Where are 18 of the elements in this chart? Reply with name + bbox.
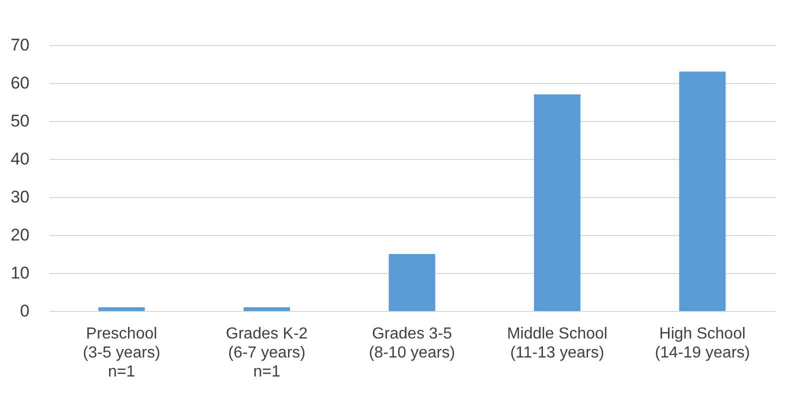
bar xyxy=(534,94,580,311)
y-tick-label: 40 xyxy=(10,150,30,168)
bar xyxy=(388,254,436,311)
y-tick-label: 20 xyxy=(10,226,30,244)
x-tick-label: Middle School (11-13 years) xyxy=(506,326,608,362)
bar xyxy=(244,307,290,311)
bar xyxy=(98,307,145,311)
y-tick-label: 50 xyxy=(10,112,30,130)
x-tick-label: High School (14-19 years) xyxy=(654,326,750,362)
bar xyxy=(679,72,726,311)
x-tick-label: Grades K-2 (6-7 years) n=1 xyxy=(226,326,308,380)
y-tick-label: 70 xyxy=(10,36,30,54)
y-tick-label: 0 xyxy=(20,302,30,320)
y-tick-label: 30 xyxy=(10,188,30,206)
y-tick-label: 10 xyxy=(10,264,30,282)
x-tick-label: Preschool (3-5 years) n=1 xyxy=(82,326,160,380)
y-tick-label: 60 xyxy=(10,74,30,92)
x-tick-label: Grades 3-5 (8-10 years) xyxy=(368,326,456,362)
